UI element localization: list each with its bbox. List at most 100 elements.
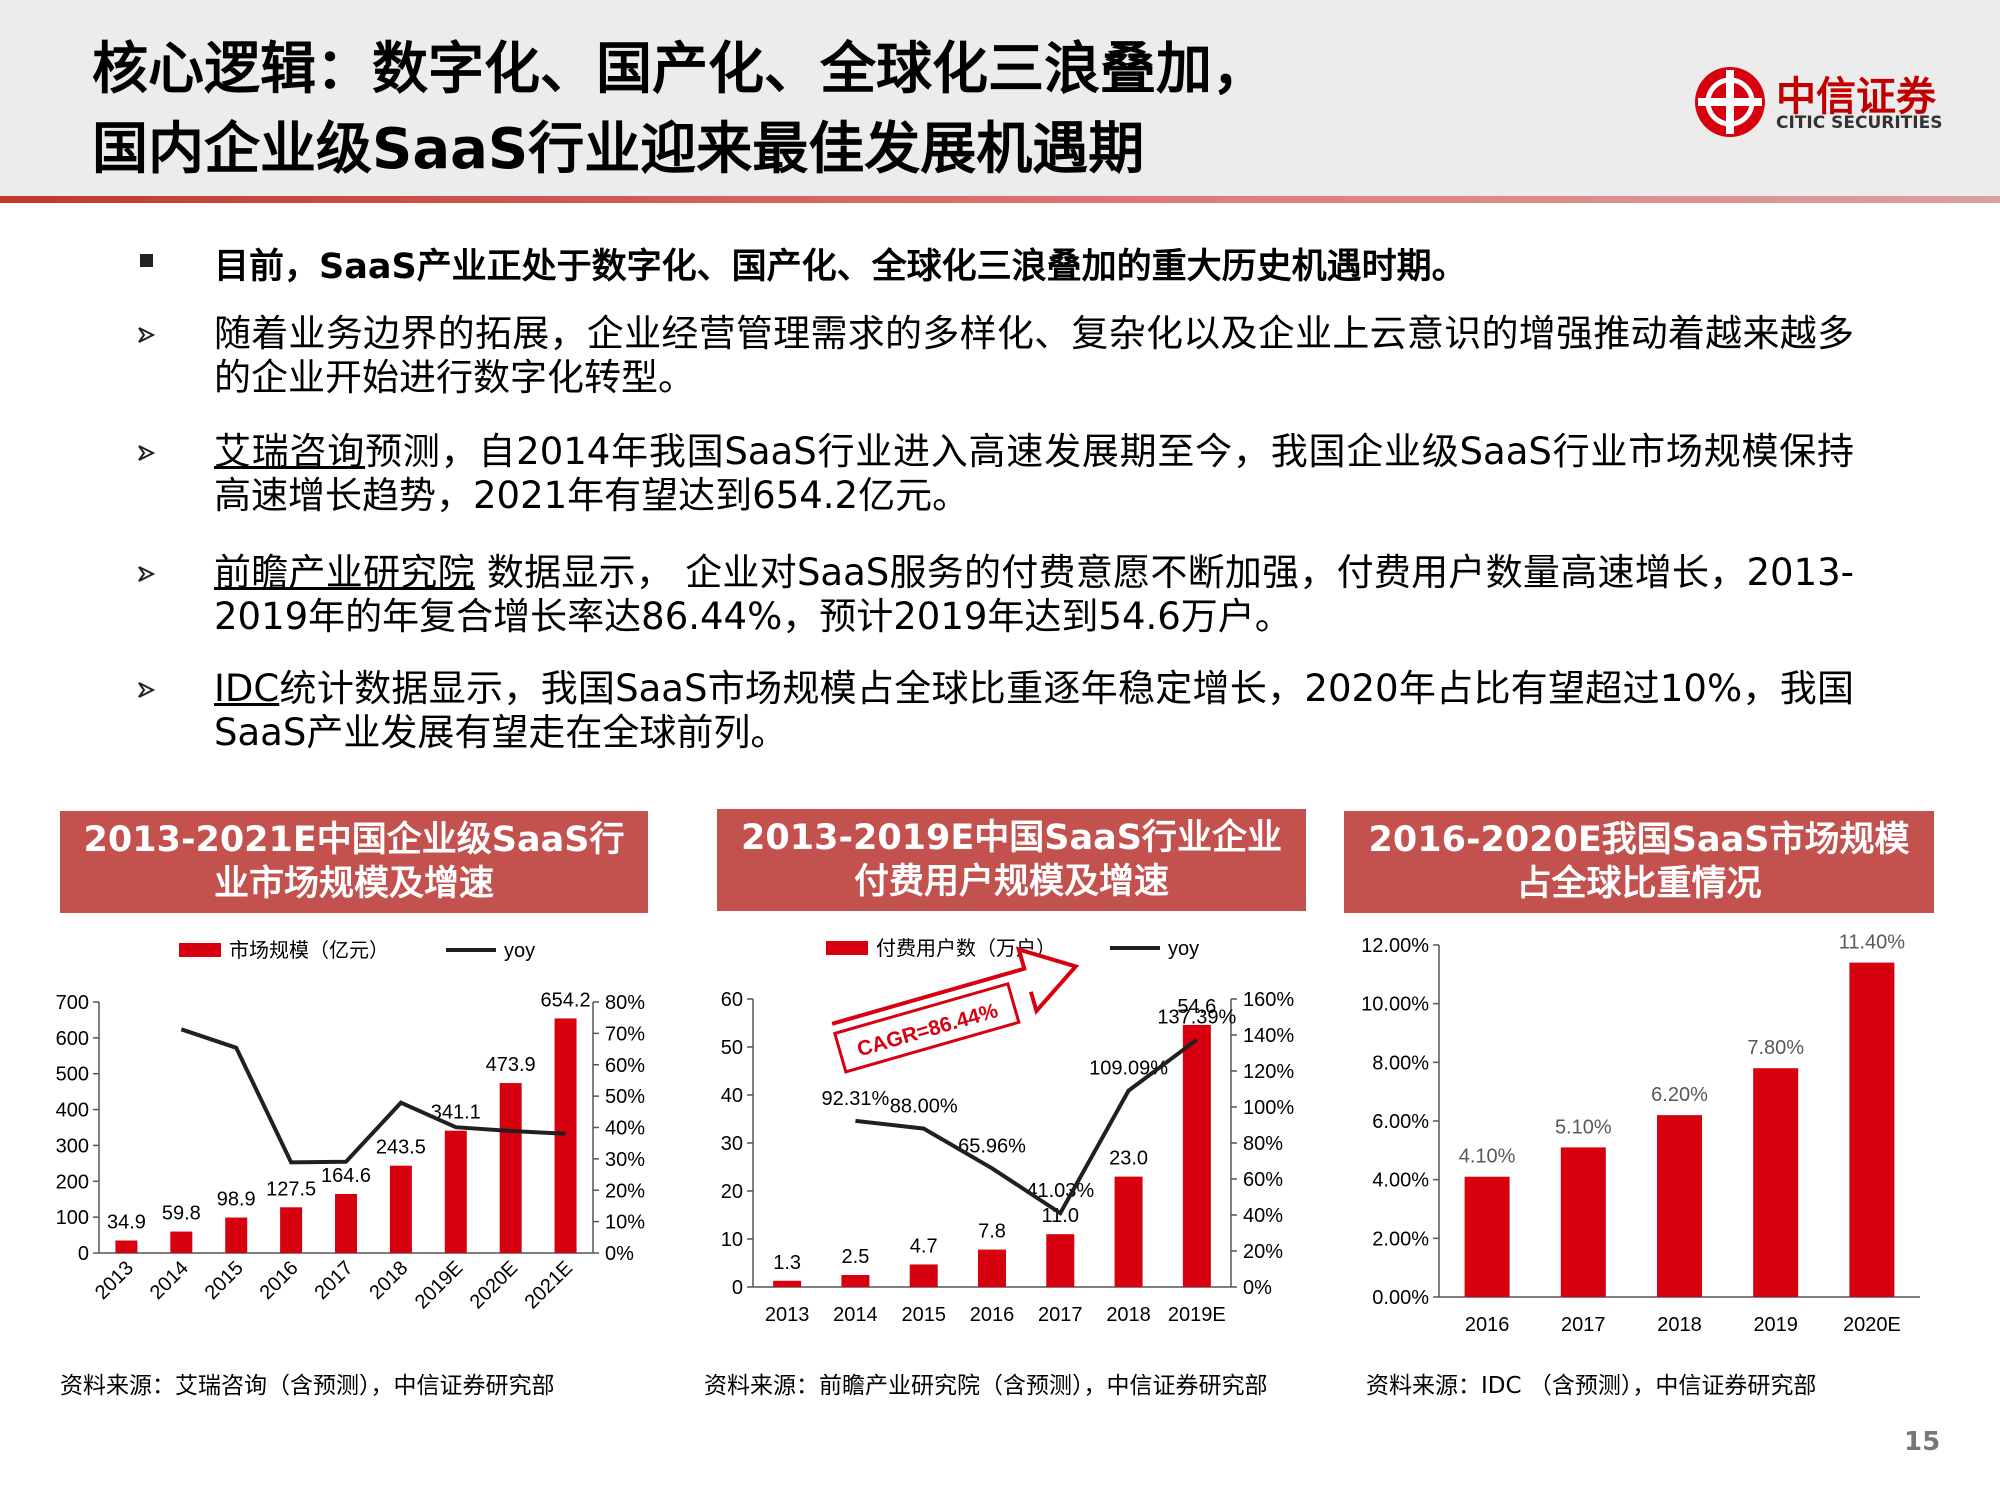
legend-label: 付费用户数（万户） bbox=[876, 937, 1056, 960]
y-tick-label: 8.00% bbox=[1372, 1052, 1429, 1074]
cagr-box bbox=[832, 981, 1021, 1074]
bar bbox=[444, 1130, 467, 1253]
x-tick-label: 2018 bbox=[1106, 1304, 1151, 1326]
bullet-text: 预测，自2014年我国SaaS行业进入高速发展期至今，我国企业级SaaS行业市场… bbox=[214, 430, 1854, 517]
bar bbox=[1114, 1176, 1143, 1287]
y-tick-label: 2.00% bbox=[1372, 1228, 1429, 1250]
y2-tick-label: 60% bbox=[1243, 1169, 1283, 1191]
header-rule bbox=[0, 196, 2000, 203]
bar bbox=[554, 1018, 577, 1253]
y2-tick-label: 10% bbox=[605, 1212, 645, 1234]
x-tick-label: 2013 bbox=[91, 1257, 138, 1304]
y-tick-label: 50 bbox=[721, 1037, 743, 1059]
data-label: 243.5 bbox=[376, 1137, 426, 1159]
bar bbox=[909, 1264, 938, 1287]
bar bbox=[335, 1193, 357, 1253]
logo-text-en: CITIC SECURITIES bbox=[1776, 113, 1943, 133]
bar bbox=[280, 1207, 303, 1253]
bullet-text: 随着业务边界的拓展，企业经营管理需求的多样化、复杂化以及企业上云意识的增强推动着… bbox=[214, 312, 1854, 399]
data-label: 341.1 bbox=[431, 1102, 481, 1124]
bar bbox=[1182, 1024, 1211, 1287]
y-tick-label: 0 bbox=[732, 1277, 743, 1299]
y-tick-label: 10.00% bbox=[1361, 994, 1429, 1016]
data-label: 2.5 bbox=[842, 1246, 870, 1268]
y-tick-label: 40 bbox=[721, 1085, 743, 1107]
data-label: 34.9 bbox=[107, 1211, 146, 1233]
data-label: 164.6 bbox=[321, 1165, 371, 1187]
data-label: 92.31% bbox=[822, 1088, 890, 1110]
data-label: 11.40% bbox=[1839, 932, 1906, 954]
x-tick-label: 2015 bbox=[901, 1304, 946, 1326]
x-tick-label: 2016 bbox=[1465, 1314, 1510, 1336]
bullet-arrows bbox=[138, 327, 156, 698]
bar bbox=[978, 1249, 1006, 1287]
data-label: 654.2 bbox=[541, 989, 591, 1011]
y2-tick-label: 120% bbox=[1243, 1061, 1294, 1083]
source-note: 资料来源：前瞻产业研究院（含预测），中信证券研究部 bbox=[704, 1373, 1268, 1399]
cagr-arrow bbox=[831, 946, 1080, 1026]
x-tick-label: 2016 bbox=[970, 1304, 1015, 1326]
x-tick-label: 2018 bbox=[1657, 1314, 1702, 1336]
y-tick-label: 100 bbox=[56, 1207, 89, 1229]
y2-tick-label: 0% bbox=[605, 1243, 634, 1265]
x-tick-label: 2014 bbox=[833, 1304, 878, 1326]
y2-tick-label: 40% bbox=[605, 1118, 645, 1140]
title-line: 核心逻辑：数字化、国产化、全球化三浪叠加， bbox=[92, 37, 1268, 102]
page-number: 15 bbox=[1904, 1427, 1941, 1457]
y2-tick-label: 30% bbox=[605, 1149, 645, 1171]
y-tick-label: 12.00% bbox=[1361, 935, 1429, 957]
line bbox=[855, 1038, 1199, 1217]
data-label: 88.00% bbox=[890, 1096, 958, 1118]
y-tick-label: 10 bbox=[721, 1229, 743, 1251]
data-label: 4.7 bbox=[910, 1235, 938, 1257]
data-label: 7.80% bbox=[1747, 1037, 1804, 1059]
x-tick-label: 2017 bbox=[311, 1257, 358, 1304]
bullet-text: 统计数据显示，我国SaaS市场规模占全球比重逐年稳定增长，2020年占比有望超过… bbox=[214, 667, 1854, 754]
bar bbox=[389, 1165, 412, 1253]
bullet-source: 前瞻产业研究院 bbox=[214, 551, 475, 594]
data-label: 65.96% bbox=[958, 1135, 1026, 1157]
data-label: 473.9 bbox=[486, 1054, 536, 1076]
title-line: 国内企业级SaaS行业迎来最佳发展机遇期 bbox=[92, 117, 1145, 182]
lead-bullet: 目前，SaaS产业正处于数字化、国产化、全球化三浪叠加的重大历史机遇时期。 bbox=[214, 247, 1467, 287]
y-tick-label: 20 bbox=[721, 1181, 743, 1203]
x-tick-label: 2020E bbox=[1843, 1314, 1901, 1336]
x-tick-label: 2018 bbox=[365, 1257, 412, 1304]
y2-tick-label: 0% bbox=[1243, 1277, 1272, 1299]
bullet: 前瞻产业研究院 数据显示， 企业对SaaS服务的付费意愿不断加强，付费用户数量高… bbox=[214, 551, 1854, 639]
x-tick-label: 2019 bbox=[1753, 1314, 1798, 1336]
y2-tick-label: 50% bbox=[605, 1086, 645, 1108]
legend-swatch bbox=[826, 941, 868, 955]
y-tick-label: 60 bbox=[721, 989, 743, 1011]
y-tick-label: 0.00% bbox=[1372, 1287, 1429, 1309]
data-label: 4.10% bbox=[1459, 1146, 1516, 1168]
y2-tick-label: 80% bbox=[605, 992, 645, 1014]
data-label: 23.0 bbox=[1109, 1148, 1148, 1170]
bullet-source: IDC bbox=[214, 667, 280, 710]
bar bbox=[841, 1275, 870, 1287]
x-tick-label: 2016 bbox=[256, 1257, 303, 1304]
bar bbox=[499, 1083, 522, 1253]
y-tick-label: 0 bbox=[78, 1243, 89, 1265]
data-label: 127.5 bbox=[266, 1178, 316, 1200]
bar bbox=[225, 1217, 248, 1253]
x-tick-label: 2017 bbox=[1038, 1304, 1083, 1326]
y2-tick-label: 70% bbox=[605, 1023, 645, 1045]
bullet-square bbox=[140, 254, 153, 267]
x-tick-label: 2019E bbox=[1168, 1304, 1226, 1326]
y2-tick-label: 160% bbox=[1243, 989, 1294, 1011]
bar bbox=[1849, 962, 1895, 1297]
bar bbox=[1046, 1234, 1075, 1287]
data-label: 1.3 bbox=[773, 1252, 801, 1274]
y-tick-label: 300 bbox=[56, 1135, 89, 1157]
y2-tick-label: 60% bbox=[605, 1055, 645, 1077]
legend-swatch bbox=[179, 943, 221, 957]
cagr-callout: CAGR=86.44% bbox=[831, 946, 1080, 1074]
bar bbox=[1753, 1068, 1799, 1297]
header bbox=[0, 0, 2000, 196]
y-tick-label: 700 bbox=[56, 992, 89, 1014]
line bbox=[180, 1027, 566, 1165]
y-tick-label: 500 bbox=[56, 1064, 89, 1086]
y2-tick-label: 20% bbox=[1243, 1241, 1283, 1263]
